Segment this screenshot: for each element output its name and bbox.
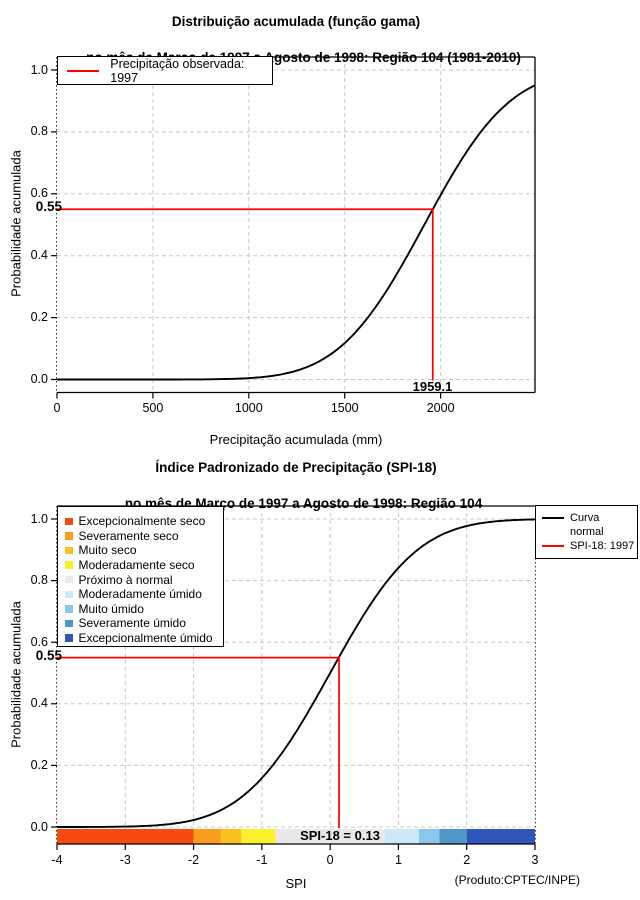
spi-category-bar-segment xyxy=(275,829,385,844)
y-tick-label: 0.6 xyxy=(30,186,48,201)
x-tick-label: -2 xyxy=(188,852,200,867)
normal-cdf-curve xyxy=(57,518,536,828)
legend-label-observed: Precipitação observada: 1997 xyxy=(110,56,245,85)
legend-label-spi: SPI-18: 1997 xyxy=(570,540,635,552)
curves-legend: Curva normal SPI-18: 1997 xyxy=(535,505,638,559)
category-color-swatch xyxy=(65,575,73,584)
probability-annotation-bottom: 0.55 xyxy=(35,648,62,663)
y-tick-label: 0.4 xyxy=(30,248,48,263)
x-tick-label: -4 xyxy=(51,852,63,867)
product-footnote: (Produto:CPTEC/INPE) xyxy=(454,873,580,887)
spi-category-bar-segment xyxy=(241,829,276,844)
category-label: Moderadamente úmido xyxy=(78,587,202,602)
y-tick-label: 0.0 xyxy=(30,819,48,834)
y-tick-label: 0.2 xyxy=(30,757,48,772)
x-tick-label: 0 xyxy=(53,401,61,415)
y-tick-label: 0.2 xyxy=(30,310,48,325)
spi-category-bar-segment xyxy=(220,829,242,844)
normal-curve-line-sample xyxy=(542,517,564,519)
spi-category-bar-segment xyxy=(466,829,535,844)
x-tick-label: 1 xyxy=(394,852,402,867)
observed-line-sample xyxy=(67,69,100,72)
legend-item: Próximo à normal xyxy=(58,572,223,587)
x-tick-label: 500 xyxy=(142,401,164,415)
precipitation-observed-line xyxy=(57,208,434,381)
x-tick-label: 1500 xyxy=(330,401,359,415)
top-x-axis-label: Precipitação acumulada (mm) xyxy=(209,432,383,447)
category-color-swatch xyxy=(65,532,73,540)
y-tick-label: 1.0 xyxy=(30,511,48,526)
category-label: Próximo à normal xyxy=(78,572,173,587)
category-color-swatch xyxy=(65,619,73,628)
title-line-2: no mês de Março de 1997 a Agosto de 1998… xyxy=(124,496,483,511)
y-tick-label: 0.8 xyxy=(30,124,48,139)
gamma-cdf-curve xyxy=(57,84,536,381)
spi-categories-legend: Excepcionalmente seco Severamente seco Mui… xyxy=(57,506,224,647)
spi-category-bar-segment xyxy=(193,829,221,844)
x-tick-label: 3 xyxy=(531,852,539,867)
x-tick-label: -1 xyxy=(256,852,268,867)
legend-item: Excepcionalmente úmido xyxy=(58,631,223,646)
spi-category-bar-segment xyxy=(418,829,440,844)
y-tick-label: 1.0 xyxy=(30,62,48,77)
spi-observed-line xyxy=(57,656,340,828)
x-tick-label: 2 xyxy=(463,852,471,867)
title-line-1: Distribuição acumulada (função gama) xyxy=(171,14,421,29)
bottom-y-axis-label: Probabilidade acumulada xyxy=(8,601,24,748)
category-label: Moderadamente seco xyxy=(78,558,195,573)
x-tick-label: 1000 xyxy=(234,401,263,415)
y-tick-label: 0.6 xyxy=(30,634,48,649)
spi-line-sample xyxy=(542,545,564,547)
x-tick-label: -3 xyxy=(119,852,131,867)
category-label: Muito úmido xyxy=(78,601,144,616)
category-label: Excepcionalmente úmido xyxy=(78,631,213,646)
spi-category-bar-segment xyxy=(384,829,419,844)
precipitation-annotation: 1959.1 xyxy=(412,379,453,394)
x-tick-label: 2000 xyxy=(426,401,455,415)
spi-category-bar-segment xyxy=(57,829,194,844)
title-line-1: Índice Padronizado de Precipitação (SPI-… xyxy=(155,460,437,475)
legend-item: Muito úmido xyxy=(58,602,223,617)
spi-value-annotation: SPI-18 = 0.13 xyxy=(300,828,380,843)
legend-item: Severamente seco xyxy=(58,529,223,544)
bottom-x-axis-label: SPI xyxy=(285,876,307,891)
category-label: Excepcionalmente seco xyxy=(78,514,206,529)
category-color-swatch xyxy=(65,634,73,642)
y-tick-label: 0.0 xyxy=(30,372,48,386)
legend-item: Excepcionalmente seco xyxy=(58,514,223,529)
legend-item: Muito seco xyxy=(58,543,223,558)
spi-category-bar-segment xyxy=(439,829,467,844)
category-label: Severamente seco xyxy=(78,528,179,543)
category-color-swatch xyxy=(65,517,73,526)
probability-annotation-top: 0.55 xyxy=(35,199,62,214)
category-color-swatch xyxy=(65,561,73,569)
category-color-swatch xyxy=(65,546,73,555)
y-tick-label: 0.8 xyxy=(30,573,48,588)
legend-item: Moderadamente seco xyxy=(58,558,223,573)
x-tick-label: 0 xyxy=(326,852,334,867)
category-color-swatch xyxy=(65,590,73,599)
category-label: Muito seco xyxy=(78,543,137,558)
top-chart-legend: Precipitação observada: 1997 xyxy=(57,56,273,85)
legend-label-normal-curve: Curva normal xyxy=(570,512,604,538)
top-y-axis-label: Probabilidade acumulada xyxy=(8,150,24,297)
legend-item: Moderadamente úmido xyxy=(58,587,223,602)
y-tick-label: 0.4 xyxy=(30,696,48,711)
category-color-swatch xyxy=(65,605,73,613)
category-label: Severamente úmido xyxy=(78,616,186,631)
legend-item: Severamente úmido xyxy=(58,616,223,631)
bottom-chart-title: Índice Padronizado de Precipitação (SPI-… xyxy=(0,459,592,513)
